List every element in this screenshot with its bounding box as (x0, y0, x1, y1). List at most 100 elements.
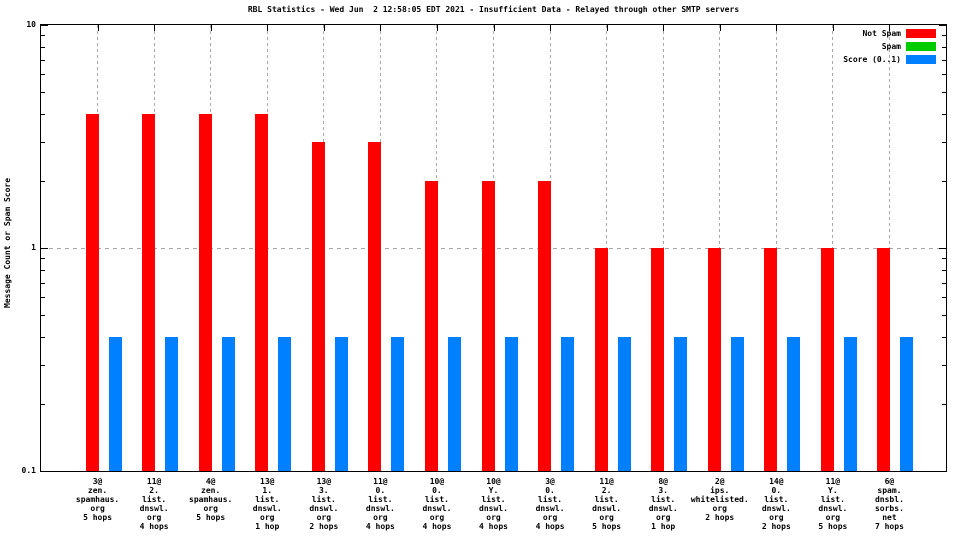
x-tick (493, 25, 495, 31)
x-tick (210, 25, 212, 31)
x-tick (776, 25, 778, 31)
x-tick (663, 25, 665, 31)
y-minor-tick (942, 141, 946, 143)
y-tick-label: 1 (31, 243, 36, 252)
bar-score-0-1 (561, 336, 575, 471)
bar-score-0-1 (278, 336, 292, 471)
bar-not-spam (481, 180, 495, 471)
y-minor-tick (41, 269, 45, 271)
bar-score-0-1 (165, 336, 179, 471)
y-minor-tick (942, 74, 946, 76)
y-minor-tick (41, 74, 45, 76)
y-minor-tick (942, 113, 946, 115)
y-major-tick (41, 248, 48, 249)
y-minor-tick (41, 46, 45, 48)
y-minor-tick (942, 315, 946, 317)
y-minor-tick (41, 59, 45, 61)
y-axis-title: Message Count or Spam Score (3, 177, 12, 308)
plot-area: Not Spam Spam Score (0..1) (40, 24, 947, 472)
x-tick (889, 25, 891, 31)
x-tick (832, 25, 834, 31)
bar-not-spam (707, 248, 721, 471)
legend-swatch-spam (906, 42, 936, 51)
legend-label-spam: Spam (881, 42, 901, 51)
y-minor-tick (41, 336, 45, 338)
bar-not-spam (820, 248, 834, 471)
y-minor-tick (41, 92, 45, 94)
x-tick-label: 14@ 0. list. dnswl. org 2 hops (761, 477, 791, 531)
y-minor-tick (41, 315, 45, 317)
x-tick (323, 25, 325, 31)
y-tick-label: 0.1 (21, 466, 36, 475)
legend-row: Not Spam (843, 29, 936, 38)
x-tick (719, 25, 721, 31)
y-minor-tick (942, 46, 946, 48)
y-minor-tick (942, 59, 946, 61)
legend: Not Spam Spam Score (0..1) (843, 29, 936, 68)
legend-swatch-not-spam (906, 29, 936, 38)
bar-score-0-1 (900, 336, 914, 471)
y-minor-tick (41, 403, 45, 405)
y-minor-tick (942, 282, 946, 284)
x-tick-label: 11@ 2. list. dnswl. org 4 hops (139, 477, 169, 531)
y-minor-tick (41, 113, 45, 115)
x-tick-label: 3@ 0. list. dnswl. org 4 hops (535, 477, 565, 531)
x-tick-label: 8@ 3. list. dnswl. org 1 hop (648, 477, 678, 531)
y-minor-tick (41, 364, 45, 366)
x-tick (550, 25, 552, 31)
y-minor-tick (942, 258, 946, 260)
x-tick (97, 25, 99, 31)
y-major-tick (939, 25, 946, 26)
bar-score-0-1 (674, 336, 688, 471)
bar-score-0-1 (504, 336, 518, 471)
bar-not-spam (368, 141, 382, 471)
x-tick (606, 25, 608, 31)
y-minor-tick (942, 364, 946, 366)
bar-not-spam (424, 180, 438, 471)
bar-score-0-1 (730, 336, 744, 471)
x-axis-labels: 3@ zen. spamhaus. org 5 hops 11@ 2. list.… (41, 477, 946, 537)
x-tick (267, 25, 269, 31)
bar-not-spam (594, 248, 608, 471)
bar-score-0-1 (617, 336, 631, 471)
y-minor-tick (41, 258, 45, 260)
bar-not-spam (651, 248, 665, 471)
y-minor-tick (942, 92, 946, 94)
legend-row: Score (0..1) (843, 55, 936, 64)
x-tick-label: 2@ ips. whitelisted. org 2 hops (690, 477, 749, 522)
y-minor-tick (41, 35, 45, 37)
bar-not-spam (255, 113, 269, 471)
bar-not-spam (142, 113, 156, 471)
y-major-tick (41, 25, 48, 26)
x-tick-label: 13@ 1. list. dnswl. org 1 hop (252, 477, 282, 531)
bar-score-0-1 (391, 336, 405, 471)
legend-row: Spam (843, 42, 936, 51)
y-minor-tick (41, 297, 45, 299)
x-tick-label: 10@ 0. list. dnswl. org 4 hops (422, 477, 452, 531)
y-major-tick (939, 471, 946, 472)
y-minor-tick (41, 180, 45, 182)
x-tick-label: 11@ Y. list. dnswl. org 5 hops (818, 477, 848, 531)
x-tick (436, 25, 438, 31)
bar-not-spam (538, 180, 552, 471)
y-major-tick (41, 471, 48, 472)
bar-not-spam (85, 113, 99, 471)
x-tick-label: 13@ 3. list. dnswl. org 2 hops (309, 477, 339, 531)
legend-label-score-0-1: Score (0..1) (843, 55, 901, 64)
bar-not-spam (764, 248, 778, 471)
x-tick-label: 10@ Y. list. dnswl. org 4 hops (479, 477, 508, 531)
bar-score-0-1 (334, 336, 348, 471)
x-tick-label: 11@ 0. list. dnswl. org 4 hops (365, 477, 395, 531)
y-minor-tick (942, 35, 946, 37)
bar-score-0-1 (221, 336, 235, 471)
x-tick-label: 11@ 2. list. dnswl. org 5 hops (592, 477, 622, 531)
y-minor-tick (942, 403, 946, 405)
y-minor-tick (942, 180, 946, 182)
y-tick-label: 10 (26, 20, 36, 29)
x-tick (154, 25, 156, 31)
x-tick-label: 4@ zen. spamhaus. org 5 hops (189, 477, 233, 522)
y-minor-tick (942, 269, 946, 271)
y-minor-tick (942, 297, 946, 299)
bar-score-0-1 (447, 336, 461, 471)
